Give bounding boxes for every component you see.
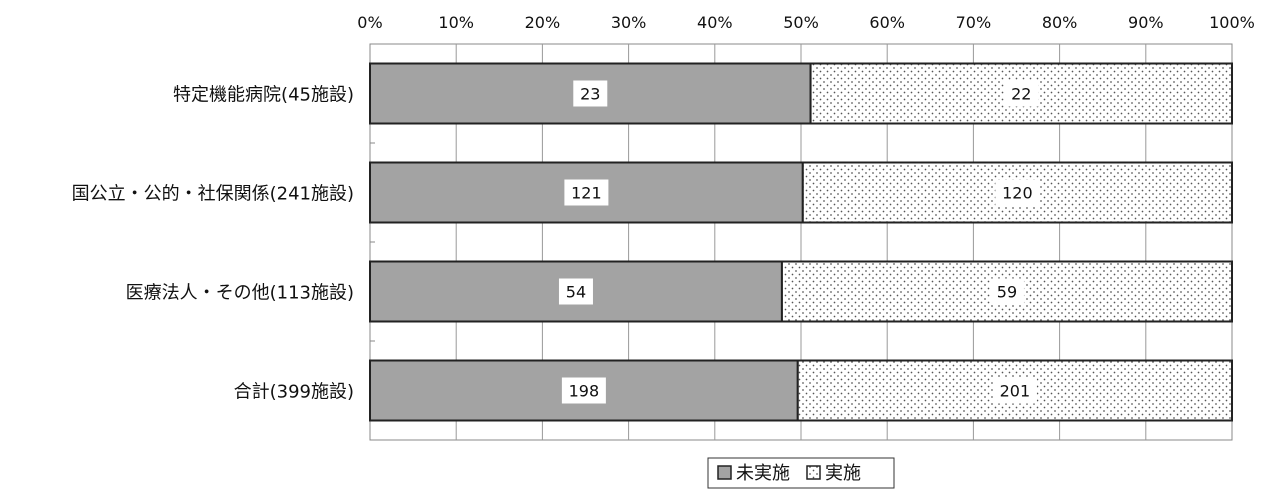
legend-swatch	[806, 465, 821, 480]
category-label: 医療法人・その他(113施設)	[126, 283, 354, 304]
data-label: 23	[580, 85, 600, 104]
x-tick-label: 50%	[783, 13, 819, 32]
x-tick-label: 70%	[956, 13, 992, 32]
data-label-box	[564, 179, 609, 206]
data-label: 22	[1011, 85, 1031, 104]
category-label-layer: 特定機能病院(45施設) 国公立・公的・社保関係(241施設) 医療法人・その他(1…	[72, 85, 354, 403]
x-tick-label: 10%	[438, 13, 474, 32]
legend-label: 未実施	[736, 463, 790, 484]
x-tick-label: 30%	[611, 13, 647, 32]
data-label: 59	[997, 283, 1017, 302]
x-tick-label: 40%	[697, 13, 733, 32]
data-label-box	[561, 377, 606, 404]
category-label: 国公立・公的・社保関係(241施設)	[72, 184, 354, 205]
legend-swatch	[717, 465, 732, 480]
data-label: 201	[1000, 382, 1031, 401]
data-label: 121	[571, 184, 602, 203]
x-tick-layer: 0% 10% 20% 30% 40% 50% 60% 70% 80% 90% 100%	[357, 13, 1255, 32]
data-label-box	[573, 80, 608, 107]
category-label: 合計(399施設)	[234, 382, 354, 403]
data-label-box	[992, 377, 1037, 404]
data-label-box	[1004, 80, 1039, 107]
data-label-box	[995, 179, 1040, 206]
x-tick-label: 60%	[869, 13, 905, 32]
bar-layer: 23 22 121 120 54 59 198 201	[369, 62, 1233, 422]
data-label-box	[989, 278, 1024, 305]
data-label: 198	[569, 382, 600, 401]
data-label: 54	[566, 283, 586, 302]
data-label-box	[558, 278, 593, 305]
x-tick-label: 20%	[525, 13, 561, 32]
x-tick-label: 90%	[1128, 13, 1164, 32]
x-tick-label: 100%	[1209, 13, 1255, 32]
category-label: 特定機能病院(45施設)	[173, 85, 354, 106]
x-tick-label: 80%	[1042, 13, 1078, 32]
x-tick-label: 0%	[357, 13, 382, 32]
legend: 未実施 実施	[707, 457, 895, 489]
legend-label: 実施	[825, 463, 861, 484]
data-label: 120	[1002, 184, 1033, 203]
legend-frame	[707, 457, 895, 489]
